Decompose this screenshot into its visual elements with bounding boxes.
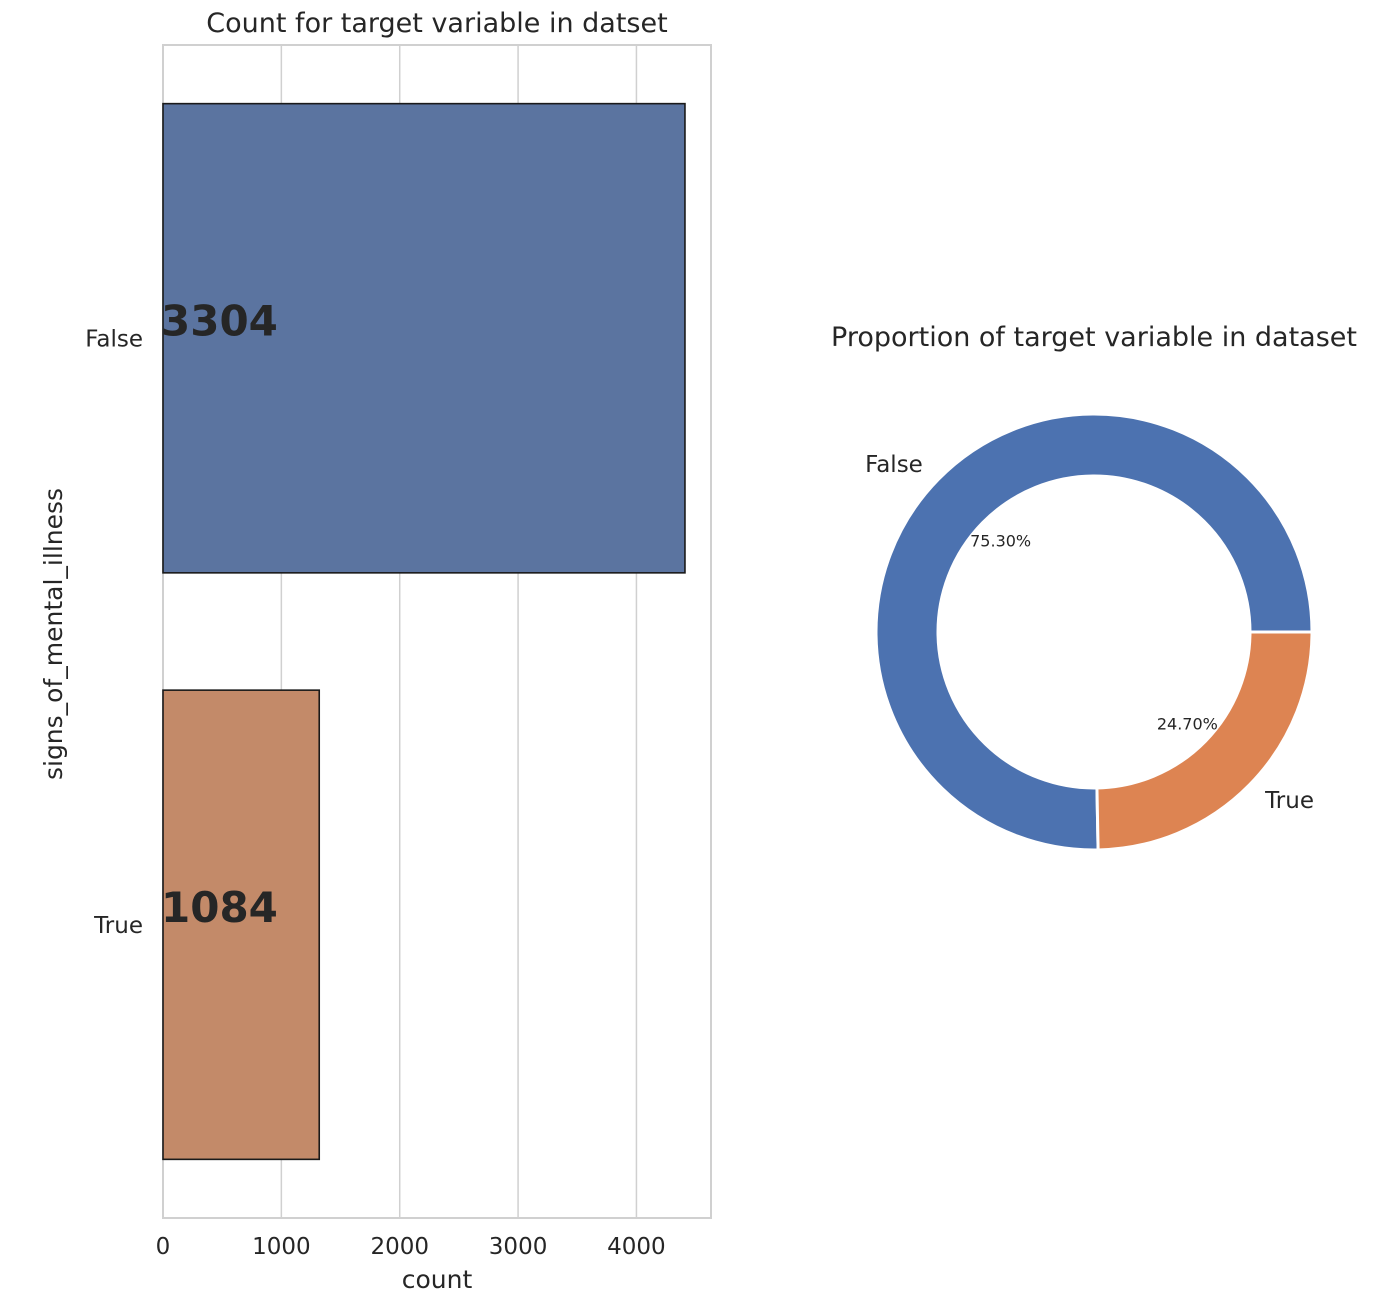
donut-label: False bbox=[865, 452, 923, 478]
x-tick-label: 2000 bbox=[370, 1234, 429, 1260]
bar-true bbox=[162, 689, 321, 1161]
donut-slices bbox=[874, 412, 1314, 852]
bar-chart-title: Count for target variable in datset bbox=[206, 8, 667, 39]
x-tick-label: 1000 bbox=[252, 1234, 311, 1260]
donut-chart: Proportion of target variable in dataset… bbox=[831, 322, 1357, 852]
bar-x-axis-label: count bbox=[402, 1265, 473, 1294]
x-tick-label: 3000 bbox=[489, 1234, 548, 1260]
donut-labels: False 75.30% True 24.70% bbox=[865, 452, 1314, 814]
bar-value-label: 1084 bbox=[161, 883, 278, 932]
bar-axes-frame bbox=[162, 44, 712, 1219]
donut-label: True bbox=[1264, 788, 1314, 814]
donut-slice-false bbox=[874, 412, 1314, 852]
donut-chart-title: Proportion of target variable in dataset bbox=[831, 322, 1357, 353]
donut-pct-label: 24.70% bbox=[1157, 715, 1218, 734]
bar-value-label: 3304 bbox=[161, 296, 278, 345]
bar-false bbox=[162, 102, 686, 574]
bar-bars bbox=[162, 102, 686, 1161]
bar-y-tick-labels: False True bbox=[85, 326, 143, 939]
bar-chart: False True 0 1000 2000 3000 4000 3304 1084 Cou… bbox=[39, 8, 712, 1294]
donut-slice-true bbox=[1095, 630, 1314, 852]
bar-y-axis-label: signs_of_mental_illness bbox=[39, 488, 68, 780]
x-tick-label: 4000 bbox=[607, 1234, 666, 1260]
bar-value-labels: 3304 1084 bbox=[161, 296, 278, 932]
bar-x-tick-labels: 0 1000 2000 3000 4000 bbox=[156, 1234, 666, 1260]
y-tick-label: True bbox=[93, 913, 143, 939]
x-tick-label: 0 bbox=[156, 1234, 171, 1260]
donut-pct-label: 75.30% bbox=[970, 531, 1031, 550]
y-tick-label: False bbox=[85, 326, 143, 352]
